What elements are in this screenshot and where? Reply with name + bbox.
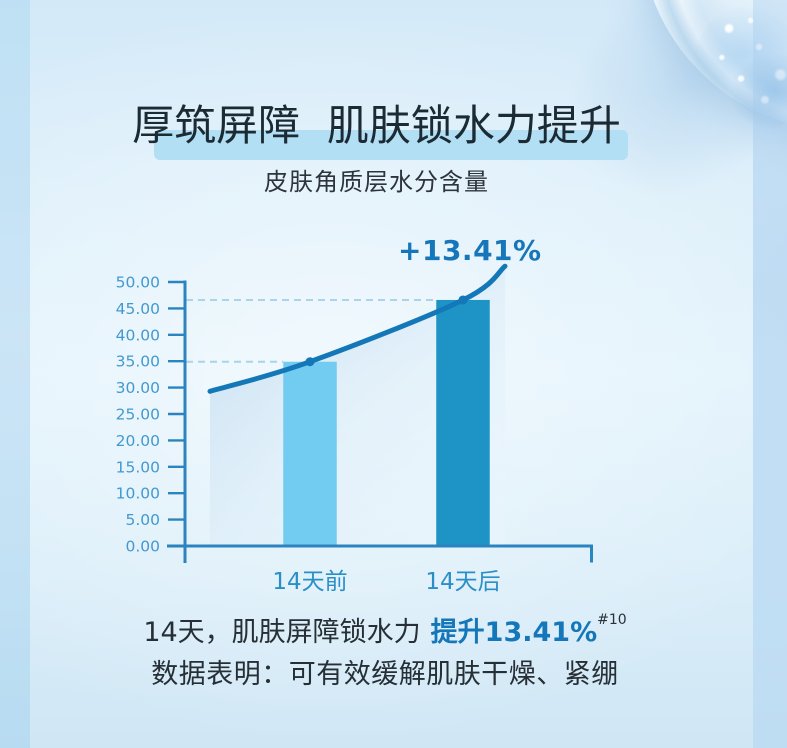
y-axis-tick-label: 50.00 <box>116 274 160 292</box>
y-axis-tick-label: 10.00 <box>116 485 160 503</box>
y-axis-tick-label: 20.00 <box>116 432 160 450</box>
caption-line1-prefix: 14天，肌肤屏障锁水力 <box>143 617 421 648</box>
category-label: 14天后 <box>425 569 500 595</box>
title-highlight-band <box>154 130 628 160</box>
increase-annotation: +13.41% <box>398 234 542 267</box>
caption-footnote-marker: #10 <box>597 612 627 628</box>
trend-point <box>458 295 468 305</box>
caption-line1: 14天，肌肤屏障锁水力 提升13.41%#10 <box>0 612 770 651</box>
bar-after <box>436 299 490 546</box>
y-axis-tick-label: 5.00 <box>125 511 160 529</box>
trend-curve <box>207 263 508 394</box>
caption-line2: 数据表明：可有效缓解肌肤干燥、紧绷 <box>151 658 619 690</box>
left-edge-band <box>0 0 30 748</box>
bar-before <box>283 361 337 546</box>
right-edge-band <box>753 0 787 748</box>
y-axis-tick-label: 0.00 <box>125 538 160 556</box>
caption-line1-highlight: 提升13.41% <box>430 617 598 648</box>
caption-block: 14天，肌肤屏障锁水力 提升13.41%#10 数据表明：可有效缓解肌肤干燥、紧绷 <box>0 612 770 692</box>
category-label: 14天前 <box>272 569 347 595</box>
y-axis-tick-label: 35.00 <box>116 353 160 371</box>
y-axis-tick-label: 40.00 <box>116 326 160 344</box>
chart-title: 皮肤角质层水分含量 <box>264 168 489 196</box>
y-axis-tick-label: 25.00 <box>116 406 160 424</box>
y-axis-tick-label: 45.00 <box>116 300 160 318</box>
y-axis-tick-label: 30.00 <box>116 379 160 397</box>
y-axis-tick-label: 15.00 <box>116 458 160 476</box>
page-title: 厚筑屏障 肌肤锁水力提升 <box>132 101 621 150</box>
trend-point <box>305 357 315 367</box>
